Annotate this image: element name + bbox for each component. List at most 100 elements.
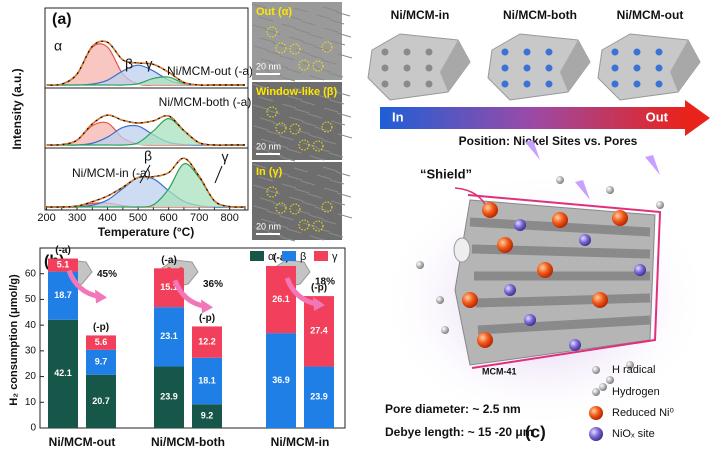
texture [329,19,345,25]
texture [307,33,323,39]
value-label: 23.9 [310,392,328,402]
pore-note: Pore diameter: ~ 2.5 nm [385,402,521,416]
texture [274,90,290,96]
texture [322,86,338,92]
component-area [46,163,245,208]
texture [253,45,269,51]
tem-image [252,82,342,160]
ni-particle [275,122,287,134]
group-label: Ni/MCM-both [151,435,225,449]
texture [336,192,352,198]
texture [316,94,332,100]
texture [279,215,295,221]
texture [328,72,344,78]
ni-site [403,48,411,56]
texture [279,135,295,141]
y-tick-label: 60 [25,268,37,279]
texture [281,103,297,109]
legend-label: β [300,251,306,263]
texture [302,142,318,148]
ni-particle [266,186,278,198]
value-label: 20.7 [92,396,110,406]
x-axis-label: Temperature (°C) [98,225,195,239]
value-label: 23.1 [160,331,178,341]
shield-outline [467,194,662,369]
texture [286,228,302,234]
legend-icon [599,383,607,391]
legend-swatch [250,251,264,261]
texture [308,214,324,220]
texture [301,41,317,47]
legend-swatch [314,251,328,261]
reduction-label: 18% [315,277,335,288]
ni-particle [298,59,310,71]
ni-site [545,48,553,56]
legend-label: H radical [612,364,655,376]
bar-segment [86,335,116,350]
ni-site [545,64,553,72]
ni-particle [266,26,278,38]
texture [279,55,295,61]
ni-site [425,48,433,56]
fitted-curve [46,40,245,86]
texture [287,175,303,181]
bar-segment [154,366,184,428]
ni-site [655,48,663,56]
arrow-head [95,289,107,304]
h-radical [606,376,614,384]
texture [295,209,311,215]
x-tick-label: 400 [98,212,116,224]
ni-particle [477,332,493,348]
texture [302,222,318,228]
texture [300,180,316,186]
tem-label: Window-like (β) [256,86,337,98]
tem-image [252,2,342,80]
tem-label: Out (α) [256,6,292,18]
nio-site [569,339,581,351]
texture [335,91,351,97]
texture [252,184,268,190]
component-area [46,43,245,86]
component-area [46,118,245,146]
texture [272,42,288,48]
ni-particle [266,106,278,118]
texture [308,54,324,60]
bar-segment [266,333,296,428]
texture [253,205,269,211]
arrow [214,165,223,184]
texture [293,7,309,13]
h-radical [606,186,614,194]
position-arrow-head [685,100,710,136]
ni-particle [537,262,553,278]
texture [330,120,346,126]
reduction-label: 45% [97,269,117,280]
texture [294,188,310,194]
y-axis-label: H₂ consumption (μmol/g) [8,274,20,406]
texture [308,134,324,140]
texture [322,6,338,12]
arrow-end: Out [646,109,669,124]
texture [301,121,317,127]
ni-site [523,64,531,72]
texture [281,23,297,29]
component-area [46,65,245,86]
peak-label: γ [146,56,153,72]
value-label: 15.1 [160,282,178,292]
texture [252,24,268,30]
legend-label: α [268,251,275,263]
peak-label: β [144,148,152,164]
texture [323,27,339,33]
bar-segment [86,349,116,375]
reduction-label: 36% [203,279,223,290]
texture [295,49,311,55]
scale-label: 20 nm [256,141,281,151]
value-label: 5.1 [57,259,70,269]
ni-site [403,80,411,88]
bar-label: (-p) [199,313,215,324]
nio-site [504,284,516,296]
ni-particle [312,140,324,152]
texture [315,147,331,153]
legend-label: NiOₓ site [612,428,655,440]
y-tick-label: 0 [30,423,36,434]
ni-particle [321,121,333,133]
